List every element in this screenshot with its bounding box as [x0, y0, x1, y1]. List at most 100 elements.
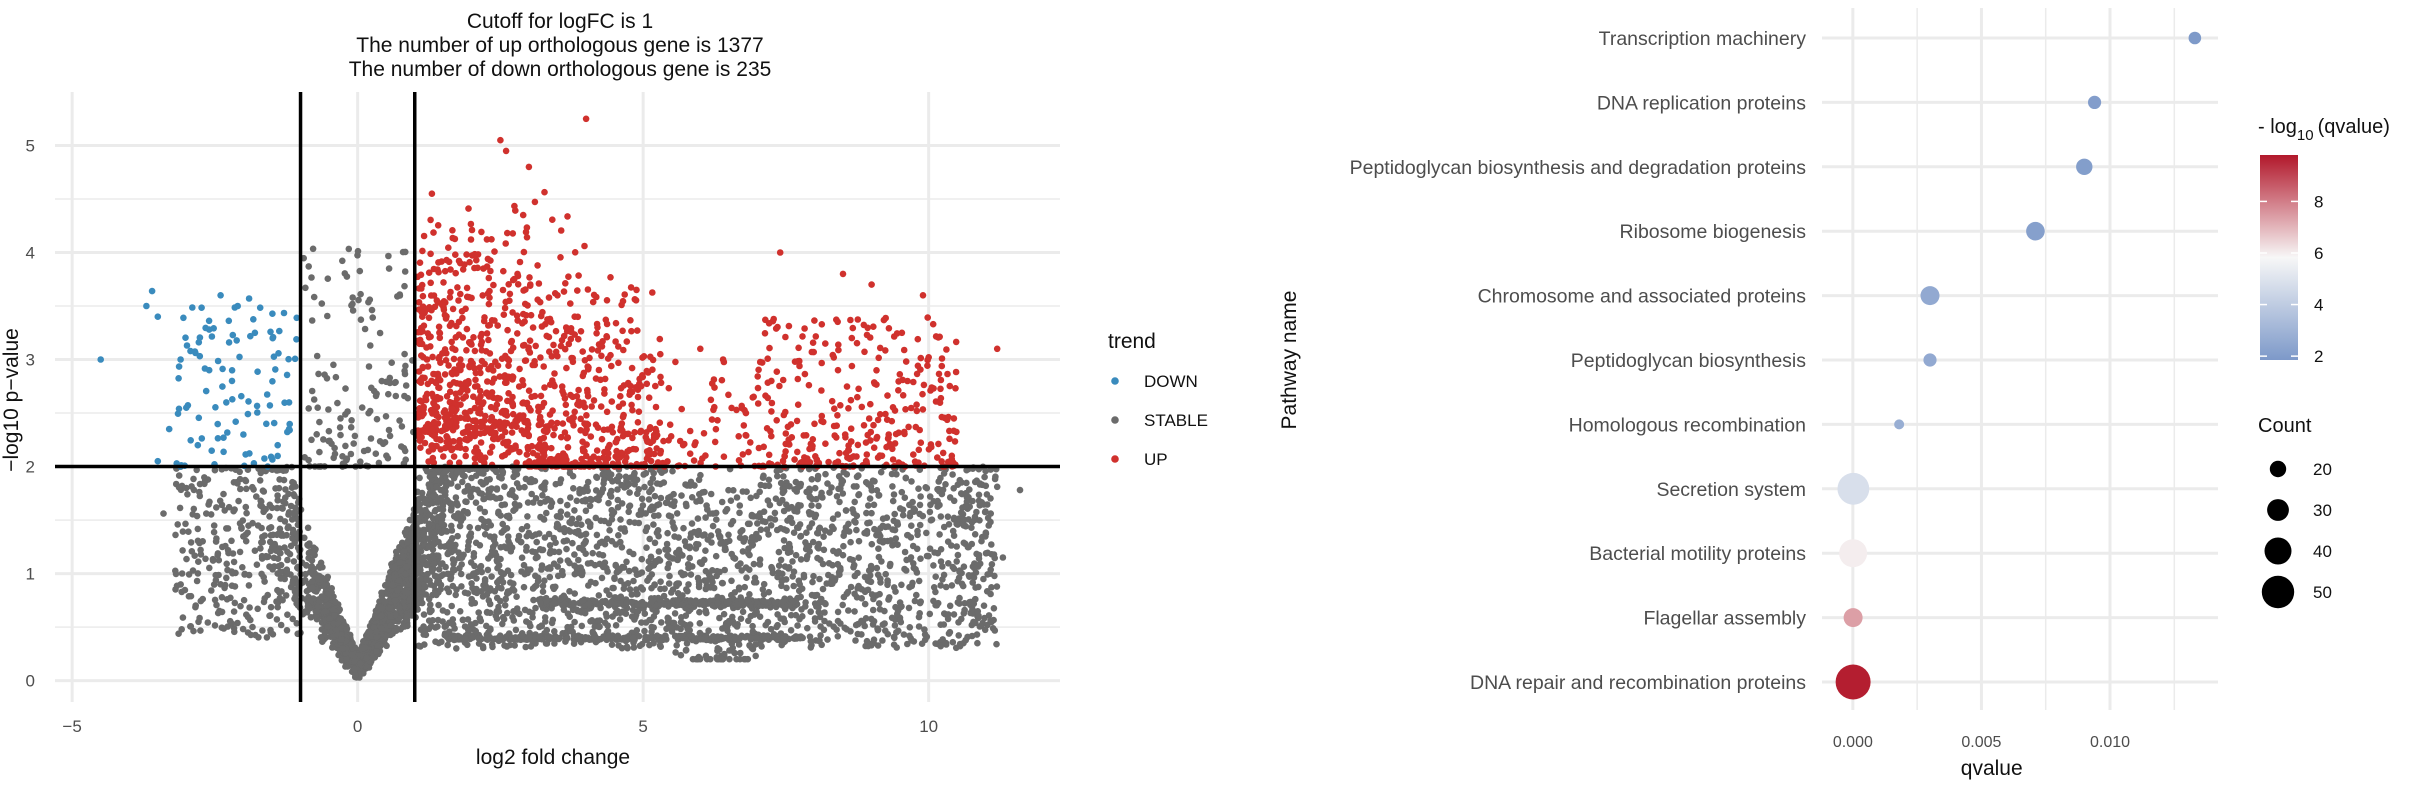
stable-point	[812, 593, 819, 600]
stable-point	[891, 635, 898, 642]
stable-point	[254, 561, 261, 568]
stable-point	[219, 624, 226, 631]
stable-point	[400, 553, 407, 560]
stable-point	[845, 607, 852, 614]
stable-point	[557, 514, 564, 521]
stable-point	[817, 623, 824, 630]
stable-point	[585, 582, 592, 589]
stable-point	[743, 574, 750, 581]
stable-point	[311, 294, 318, 301]
stable-point	[243, 611, 250, 618]
stable-point	[882, 627, 889, 634]
stable-point	[393, 627, 400, 634]
stable-point	[258, 525, 265, 532]
stable-point	[745, 521, 752, 528]
up-point	[558, 343, 565, 350]
stable-point	[387, 622, 394, 629]
stable-point	[195, 526, 202, 533]
stable-point	[945, 560, 952, 567]
stable-point	[477, 542, 484, 549]
stable-point	[313, 431, 320, 438]
stable-point	[452, 634, 459, 641]
stable-point	[623, 559, 630, 566]
stable-point	[484, 591, 491, 598]
stable-point	[772, 510, 779, 517]
stable-point	[943, 640, 950, 647]
stable-point	[374, 634, 381, 641]
stable-point	[887, 561, 894, 568]
stable-point	[388, 359, 395, 366]
stable-point	[432, 507, 439, 514]
stable-point	[369, 314, 376, 321]
stable-point	[396, 559, 403, 566]
stable-point	[730, 554, 737, 561]
stable-point	[801, 572, 808, 579]
stable-point	[213, 535, 220, 542]
stable-point	[332, 599, 339, 606]
stable-point	[789, 558, 796, 565]
stable-point	[815, 473, 822, 480]
up-point	[563, 410, 570, 417]
stable-point	[501, 483, 508, 490]
stable-point	[373, 648, 380, 655]
stable-point	[704, 577, 711, 584]
stable-point	[437, 477, 444, 484]
stable-point	[571, 562, 578, 569]
stable-point	[821, 618, 828, 625]
up-point	[554, 420, 561, 427]
stable-point	[984, 501, 991, 508]
stable-point	[799, 613, 806, 620]
stable-point	[269, 566, 276, 573]
stable-point	[363, 655, 370, 662]
stable-point	[955, 599, 962, 606]
stable-point	[221, 507, 228, 514]
stable-point	[571, 551, 578, 558]
stable-point	[838, 477, 845, 484]
stable-point	[689, 520, 696, 527]
stable-point	[766, 483, 773, 490]
stable-point	[695, 515, 702, 522]
stable-point	[194, 578, 201, 585]
stable-point	[676, 580, 683, 587]
stable-point	[310, 550, 317, 557]
stable-point	[671, 525, 678, 532]
stable-point	[617, 516, 624, 523]
stable-point	[969, 579, 976, 586]
stable-point	[516, 502, 523, 509]
stable-point	[381, 598, 388, 605]
stable-point	[510, 608, 517, 615]
stable-point	[683, 647, 690, 654]
stable-point	[425, 544, 432, 551]
stable-point	[540, 516, 547, 523]
stable-point	[585, 479, 592, 486]
stable-point	[820, 533, 827, 540]
stable-point	[402, 456, 409, 463]
stable-point	[740, 538, 747, 545]
stable-point	[891, 518, 898, 525]
stable-point	[955, 481, 962, 488]
stable-point	[406, 597, 413, 604]
stable-point	[829, 580, 836, 587]
stable-point	[713, 516, 720, 523]
stable-point	[513, 635, 520, 642]
stable-point	[508, 548, 515, 555]
stable-point	[946, 630, 953, 637]
stable-point	[551, 586, 558, 593]
stable-point	[513, 627, 520, 634]
stable-point	[258, 571, 265, 578]
stable-point	[913, 592, 920, 599]
stable-point	[669, 555, 676, 562]
stable-point	[830, 515, 837, 522]
stable-point	[367, 408, 374, 415]
stable-point	[702, 547, 709, 554]
stable-point	[233, 479, 240, 486]
stable-point	[488, 573, 495, 580]
stable-point	[342, 443, 349, 450]
stable-point	[829, 562, 836, 569]
stable-point	[325, 623, 332, 630]
stable-point	[499, 621, 506, 628]
stable-point	[401, 368, 408, 375]
stable-point	[816, 541, 823, 548]
stable-point	[646, 536, 653, 543]
stable-point	[451, 567, 458, 574]
